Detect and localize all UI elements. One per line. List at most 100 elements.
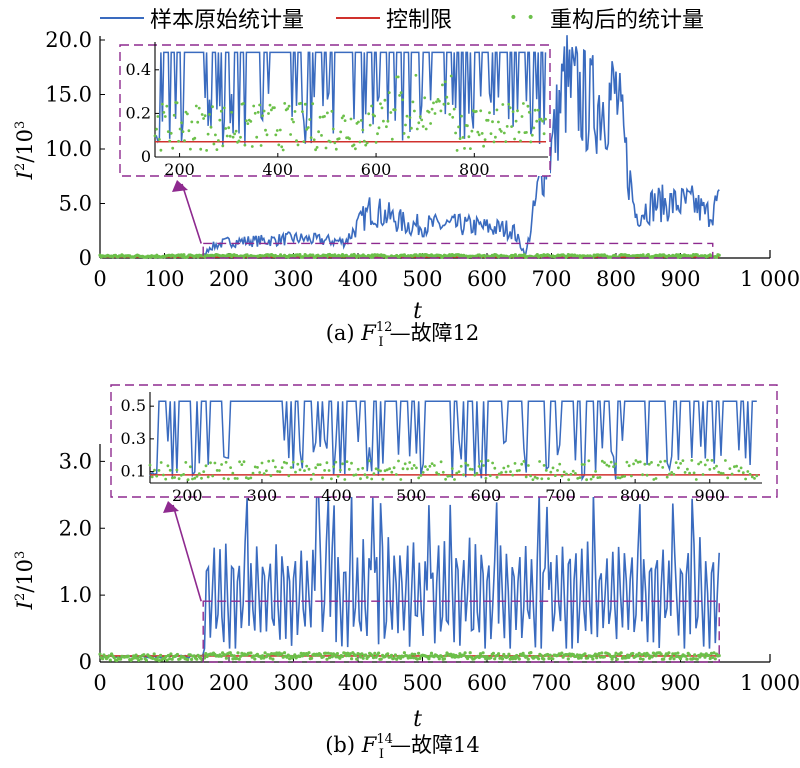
reconstructed-point <box>662 657 666 661</box>
inset-reconstructed-point <box>308 118 312 121</box>
reconstructed-point <box>577 656 581 660</box>
reconstructed-point <box>566 657 570 661</box>
inset-reconstructed-point <box>435 471 438 475</box>
reconstructed-point <box>427 657 431 661</box>
x-tick-label: 200 <box>209 671 249 695</box>
inset-reconstructed-point <box>491 461 494 465</box>
reconstructed-point <box>507 652 511 656</box>
inset-reconstructed-point <box>413 109 416 113</box>
inset-reconstructed-point <box>367 112 371 116</box>
legend-label-reconstructed: 重构后的统计量 <box>550 8 705 33</box>
inset-reconstructed-point <box>647 462 651 466</box>
inset-reconstructed-point <box>417 476 421 480</box>
inset-reconstructed-point <box>474 110 478 113</box>
reconstructed-point <box>695 657 699 661</box>
inset-reconstructed-point <box>364 143 368 147</box>
inset-reconstructed-point <box>513 137 516 141</box>
inset-reconstructed-point <box>452 107 456 111</box>
inset-reconstructed-point <box>674 461 678 464</box>
inset-reconstructed-point <box>215 469 219 472</box>
reconstructed-point <box>513 657 518 661</box>
reconstructed-point <box>676 651 680 655</box>
inset-reconstructed-point <box>439 109 443 113</box>
inset-reconstructed-point <box>418 115 422 119</box>
inset-reconstructed-point <box>388 467 391 471</box>
chart-legend: 样本原始统计量 控制限 • • 重构后的统计量 <box>0 2 800 33</box>
reconstructed-point <box>673 652 677 656</box>
inset-reconstructed-point <box>755 474 759 478</box>
inset-reconstructed-point <box>397 459 400 463</box>
inset-x-tick-label: 700 <box>545 486 576 505</box>
inset-reconstructed-point <box>466 463 470 467</box>
inset-reconstructed-point <box>220 463 224 466</box>
reconstructed-point <box>691 656 696 661</box>
inset-reconstructed-point <box>708 468 712 471</box>
inset-reconstructed-point <box>155 127 158 131</box>
inset-reconstructed-point <box>514 119 518 123</box>
inset-reconstructed-point <box>289 133 292 136</box>
reconstructed-point <box>270 652 274 656</box>
inset-reconstructed-point <box>654 477 658 480</box>
inset-reconstructed-point <box>157 469 161 472</box>
inset-reconstructed-point <box>502 466 506 470</box>
inset-reconstructed-point <box>265 469 268 473</box>
inset-reconstructed-point <box>399 478 403 481</box>
reconstructed-point <box>575 653 579 657</box>
inset-reconstructed-point <box>321 476 324 480</box>
inset-reconstructed-point <box>448 113 452 116</box>
inset-reconstructed-point <box>348 137 351 141</box>
inset-reconstructed-point <box>312 472 315 476</box>
inset-reconstructed-point <box>222 477 226 480</box>
inset-reconstructed-point <box>733 465 736 469</box>
reconstructed-point <box>702 653 706 657</box>
inset-reconstructed-point <box>293 110 297 113</box>
reconstructed-point <box>640 653 644 657</box>
inset-reconstructed-point <box>184 461 188 464</box>
inset-reconstructed-point <box>299 101 303 105</box>
inset-reconstructed-point <box>502 131 506 135</box>
inset-reconstructed-point <box>202 117 206 120</box>
inset-reconstructed-point <box>468 467 472 471</box>
inset-reconstructed-point <box>450 467 454 470</box>
inset-reconstructed-point <box>408 116 412 119</box>
inset-reconstructed-point <box>427 110 431 114</box>
inset-x-tick-label: 800 <box>620 486 651 505</box>
inset-reconstructed-point <box>511 473 515 477</box>
reconstructed-point <box>712 651 716 655</box>
inset-reconstructed-point <box>520 462 524 466</box>
reconstructed-point <box>613 654 617 658</box>
inset-reconstructed-point <box>652 478 656 481</box>
reconstructed-point <box>457 253 461 257</box>
inset-reconstructed-points <box>148 458 759 482</box>
reconstructed-point <box>389 653 394 658</box>
reconstructed-point <box>448 253 452 257</box>
inset-reconstructed-point <box>614 462 618 466</box>
inset-reconstructed-point <box>343 119 347 122</box>
x-tick-label: 100 <box>144 267 184 291</box>
inset-reconstructed-point <box>330 477 333 481</box>
inset-reconstructed-point <box>267 112 270 115</box>
inset-reconstructed-point <box>386 119 390 123</box>
reconstructed-point <box>715 255 719 259</box>
inset-reconstructed-point <box>483 138 487 142</box>
inset-reconstructed-point <box>433 464 436 467</box>
inset-reconstructed-point <box>197 106 201 110</box>
inset-reconstructed-point <box>287 474 291 478</box>
inset-reconstructed-point <box>379 102 382 106</box>
reconstructed-point <box>228 651 232 655</box>
inset-reconstructed-point <box>173 476 177 479</box>
reconstructed-point <box>477 655 481 660</box>
inset-reconstructed-point <box>703 463 707 467</box>
zoom-arrow-head <box>163 501 179 513</box>
reconstructed-point <box>293 653 297 657</box>
inset-reconstructed-point <box>430 107 434 111</box>
inset-reconstructed-point <box>488 474 492 478</box>
inset-reconstructed-point <box>379 469 382 473</box>
inset-reconstructed-point <box>206 475 210 479</box>
inset-y-tick-label: 0.2 <box>126 103 151 122</box>
inset-reconstructed-point <box>242 102 245 105</box>
reconstructed-point <box>359 655 363 659</box>
inset-reconstructed-point <box>494 135 497 139</box>
reconstructed-point <box>593 652 598 656</box>
inset-reconstructed-point <box>525 131 528 134</box>
